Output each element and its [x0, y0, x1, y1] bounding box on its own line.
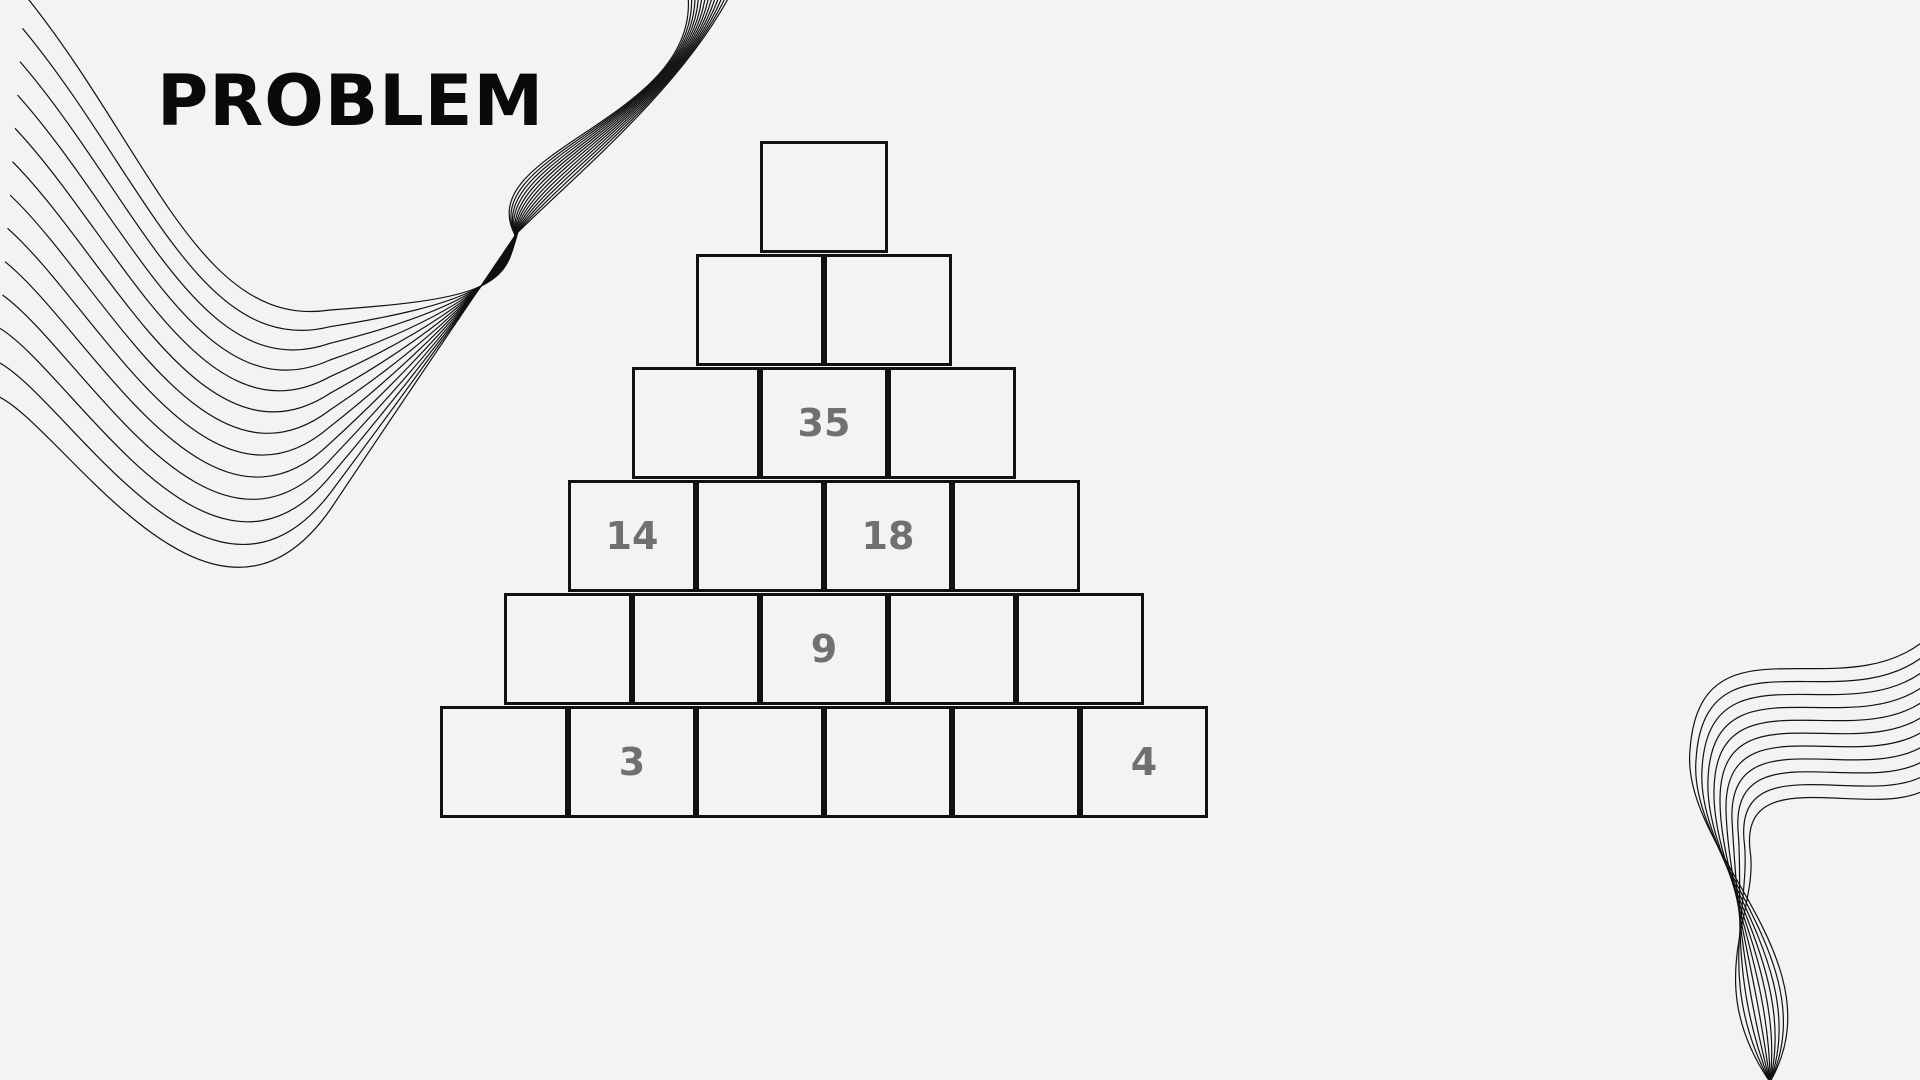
pyramid-cell	[952, 480, 1080, 592]
page-title: PROBLEM	[157, 60, 545, 142]
pyramid-cell: 14	[568, 480, 696, 592]
pyramid-cell: 3	[568, 706, 696, 818]
pyramid-cell	[824, 254, 952, 366]
pyramid-cell	[632, 367, 760, 479]
pyramid-cell	[632, 593, 760, 705]
pyramid-cell	[696, 254, 824, 366]
pyramid-cell	[952, 706, 1080, 818]
pyramid-cell	[504, 593, 632, 705]
pyramid-cell: 9	[760, 593, 888, 705]
pyramid-cell: 4	[1080, 706, 1208, 818]
pyramid-cell	[696, 480, 824, 592]
pyramid-cell	[760, 141, 888, 253]
pyramid-cell	[1016, 593, 1144, 705]
pyramid-cell: 18	[824, 480, 952, 592]
pyramid-cell	[696, 706, 824, 818]
pyramid-cell: 35	[760, 367, 888, 479]
pyramid-cell	[888, 593, 1016, 705]
pyramid-cell	[824, 706, 952, 818]
pyramid-cell	[440, 706, 568, 818]
pyramid-cell	[888, 367, 1016, 479]
